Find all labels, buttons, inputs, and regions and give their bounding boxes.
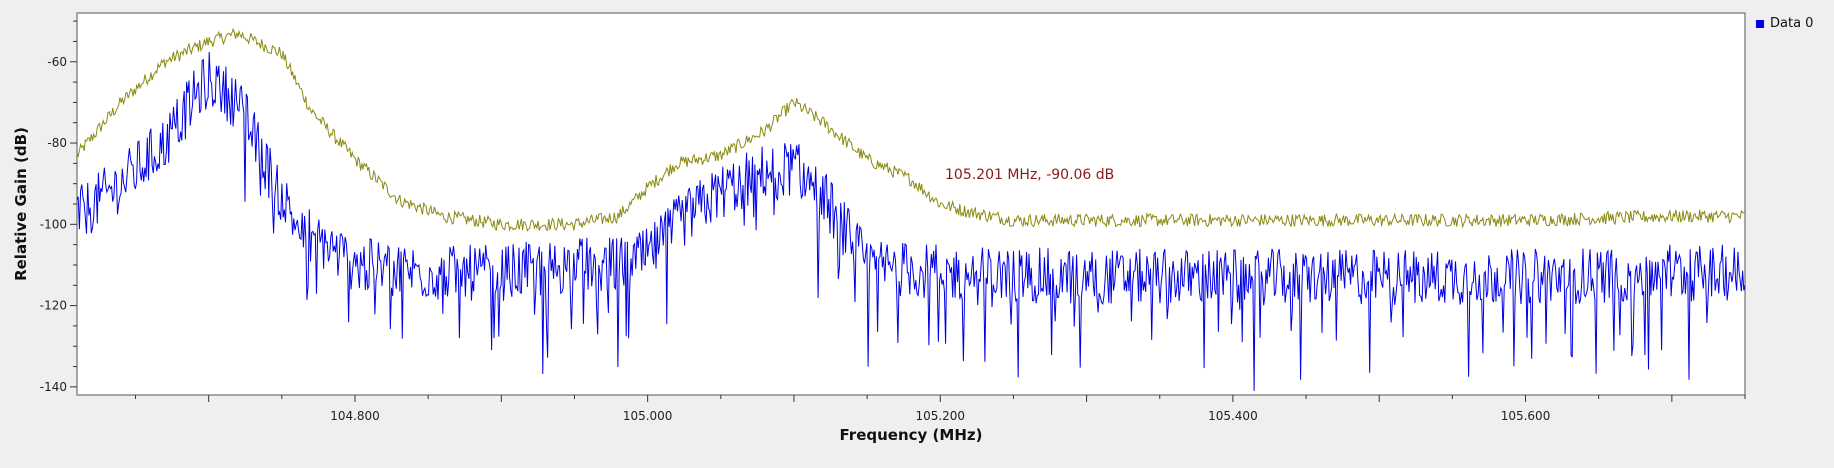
- y-tick-label: -100: [40, 217, 67, 231]
- x-tick-label: 105.000: [623, 409, 673, 423]
- y-tick-label: -60: [47, 55, 67, 69]
- x-axis: 104.800 105.000 105.200 105.400 105.600: [135, 395, 1746, 423]
- legend[interactable]: Data 0: [1756, 16, 1813, 31]
- y-tick-label: -120: [40, 299, 67, 313]
- y-tick-label: -140: [40, 380, 67, 394]
- y-axis-title: Relative Gain (dB): [12, 127, 30, 281]
- x-tick-label: 104.800: [330, 409, 380, 423]
- series-layer: [76, 27, 1746, 391]
- x-tick-label: 105.200: [915, 409, 965, 423]
- y-axis: -60 -80 -100 -120 -140: [40, 20, 77, 394]
- x-axis-title: Frequency (MHz): [840, 426, 983, 444]
- y-tick-label: -80: [47, 136, 67, 150]
- x-tick-label: 105.600: [1501, 409, 1551, 423]
- series-line-max-hold: [76, 27, 1746, 232]
- plot-area[interactable]: [76, 12, 1746, 396]
- legend-label-data-0: Data 0: [1770, 16, 1814, 31]
- marker-readout: 105.201 MHz, -90.06 dB: [945, 167, 1114, 183]
- x-tick-label: 105.400: [1208, 409, 1258, 423]
- legend-swatch: [1756, 19, 1764, 28]
- series-line-data-0: [76, 51, 1746, 391]
